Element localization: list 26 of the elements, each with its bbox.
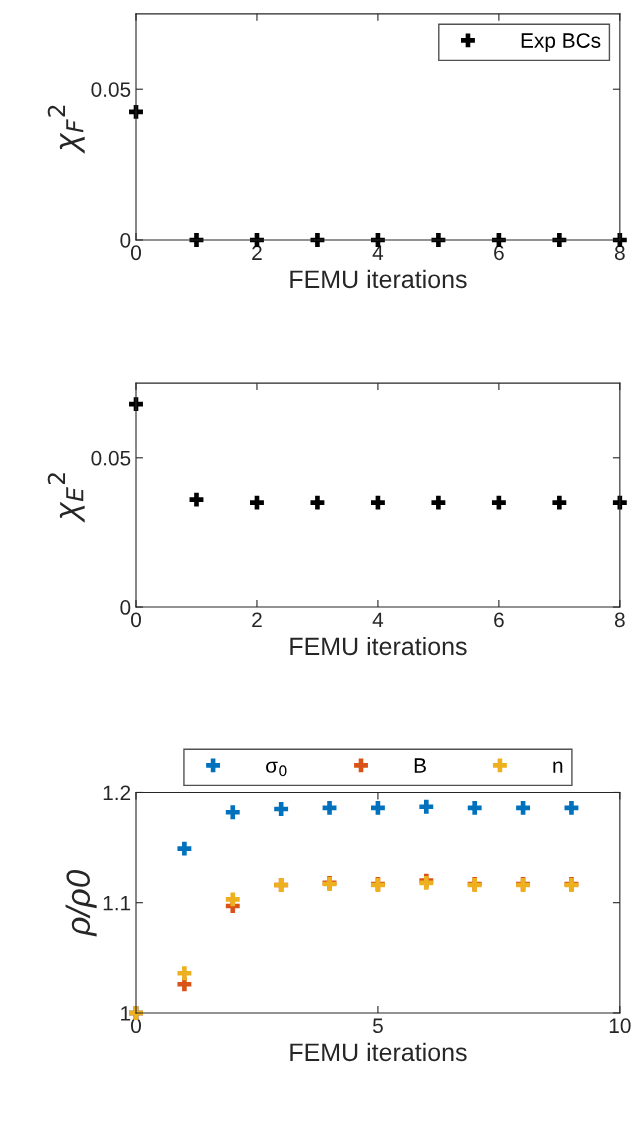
y-axis-title: ρ/ρ0 [65,869,97,937]
x-tick-label: 5 [372,1018,383,1034]
x-tick-label: 6 [494,612,504,628]
x-axis-title: FEMU iterations [290,269,467,289]
y-axis-title: χ$_{E}$$^{2}$ [47,473,85,523]
x-tick-label: 0 [131,245,141,261]
x-axis-title: FEMU iterations [290,636,467,656]
y-tick-label: 1 [121,1006,131,1021]
x-tick-label: 2 [252,612,262,628]
x-tick-label: 8 [614,612,625,628]
legend-label: Exp BCs [521,33,601,53]
x-tick-label: 10 [609,1018,631,1034]
x-tick-label: 0 [131,612,141,628]
legend-label: B [414,758,426,773]
y-axis-title: χ$_{F}$$^{2}$ [47,105,85,154]
y-tick-label: 0 [120,600,131,615]
y-tick-label: 1.1 [103,895,131,911]
y-tick-label: 0.05 [91,450,131,466]
x-tick-label: 4 [372,612,384,628]
legend-label: σ$_{0}$ [266,761,287,777]
y-tick-label: 1.2 [103,785,131,800]
y-tick-label: 0 [120,232,131,248]
x-axis-title: FEMU iterations [290,1042,467,1062]
y-tick-label: 0.05 [91,82,131,97]
x-tick-label: 4 [372,245,384,260]
legend-label: n [553,761,563,773]
